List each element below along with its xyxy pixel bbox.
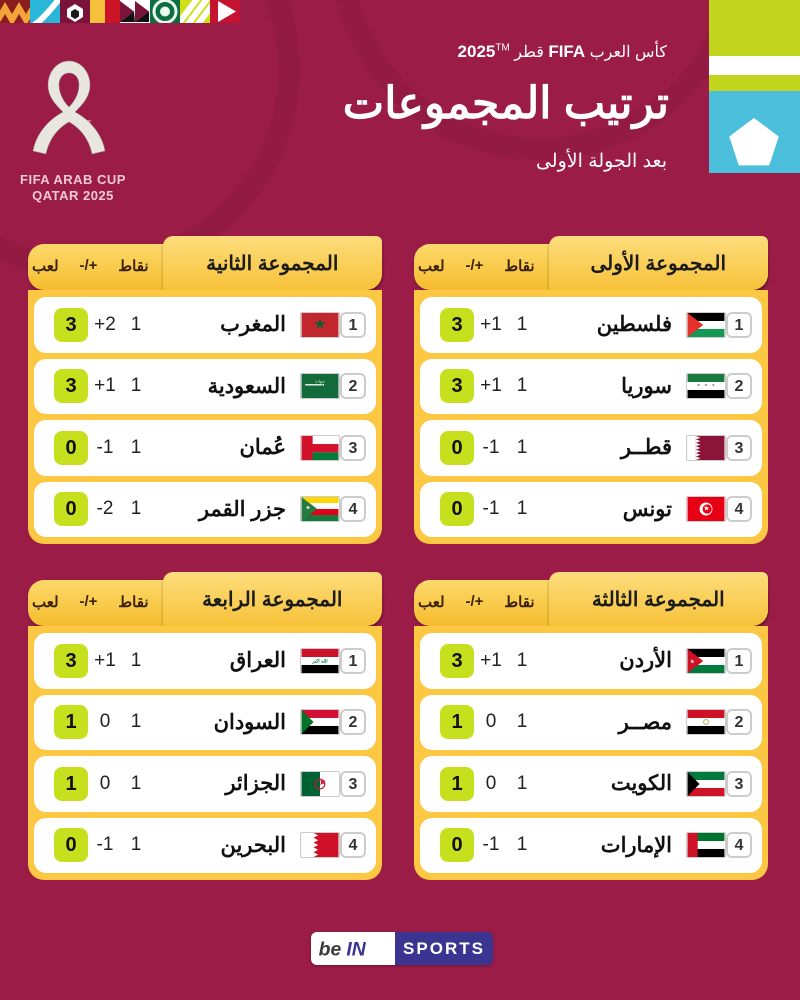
svg-text:IN: IN	[346, 939, 366, 960]
svg-text:be: be	[319, 939, 342, 960]
svg-text:شهادة: شهادة	[315, 379, 325, 384]
